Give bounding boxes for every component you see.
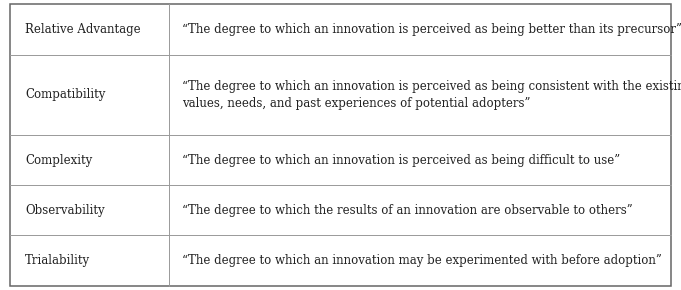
Text: Compatibility: Compatibility [25,88,106,101]
Text: Trialability: Trialability [25,254,90,267]
Text: “The degree to which an innovation may be experimented with before adoption”: “The degree to which an innovation may b… [182,254,662,267]
Text: Observability: Observability [25,204,105,217]
Text: “The degree to which an innovation is perceived as being consistent with the exi: “The degree to which an innovation is pe… [182,80,681,110]
Text: Relative Advantage: Relative Advantage [25,23,140,36]
Text: Complexity: Complexity [25,154,92,166]
Text: “The degree to which the results of an innovation are observable to others”: “The degree to which the results of an i… [182,204,633,217]
Text: “The degree to which an innovation is perceived as being better than its precurs: “The degree to which an innovation is pe… [182,23,681,36]
Text: “The degree to which an innovation is perceived as being difficult to use”: “The degree to which an innovation is pe… [182,154,620,166]
